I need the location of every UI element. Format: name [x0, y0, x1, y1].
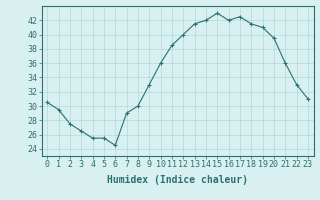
X-axis label: Humidex (Indice chaleur): Humidex (Indice chaleur) [107, 175, 248, 185]
